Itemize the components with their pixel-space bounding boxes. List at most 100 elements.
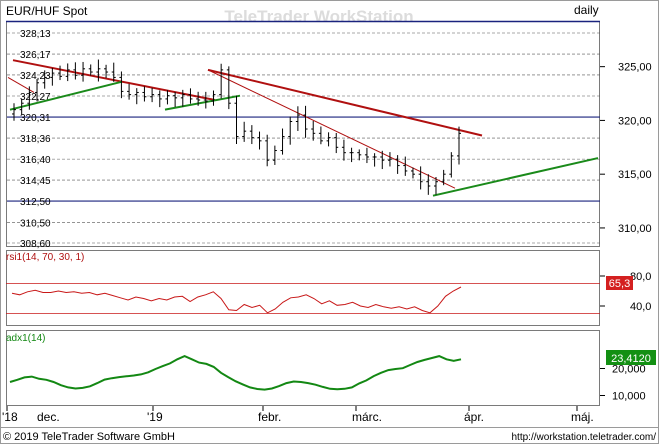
price-bar <box>219 63 224 99</box>
price-bar <box>280 128 285 155</box>
price-bar <box>150 87 155 103</box>
price-bar <box>88 64 93 76</box>
price-panel: 328,13 326,17 324,23 322,27 320,31 318,36 316,… <box>6 20 652 250</box>
adx-value-badge <box>606 350 656 365</box>
adx-panel-border <box>6 330 600 406</box>
price-bar <box>349 147 354 163</box>
price-bar <box>119 71 124 99</box>
trendline-green <box>432 157 599 197</box>
x-tick-label: ápr. <box>464 410 484 424</box>
price-bar <box>42 70 47 89</box>
price-bar <box>35 79 40 102</box>
price-bar <box>449 152 454 178</box>
price-bar <box>19 99 24 115</box>
trendline-red <box>207 68 483 137</box>
price-y-ticks-left: 328,13 326,17 324,23 322,27 320,31 318,36 316,… <box>20 29 51 250</box>
price-bar <box>111 62 116 82</box>
price-bar <box>180 89 185 107</box>
price-bar <box>303 105 308 138</box>
watermark-logo: TeleTrader WorkStation <box>224 7 413 26</box>
price-bar <box>387 152 392 167</box>
price-bar <box>380 150 385 170</box>
price-bar <box>318 126 323 145</box>
rsi-y-tick: 40,0 <box>630 301 651 313</box>
x-axis: '18 dec. '19 febr. márc. ápr. máj. <box>2 406 594 424</box>
price-bar <box>196 91 201 106</box>
price-bar <box>27 86 32 110</box>
price-bar <box>357 149 362 161</box>
trendline-green <box>164 94 241 111</box>
price-bar <box>58 65 63 81</box>
adx-value-text: 23,4120 <box>611 353 651 365</box>
adx-y-tick: 10,000 <box>612 391 646 403</box>
x-tick-label: febr. <box>258 410 281 424</box>
rsi-value-text: 65,3 <box>609 278 630 290</box>
trendline-green <box>9 80 123 111</box>
price-bar <box>134 88 139 105</box>
price-bar <box>403 156 408 176</box>
copyright-text: © 2019 TeleTrader Software GmbH <box>3 431 175 443</box>
price-bar <box>104 64 109 79</box>
rsi-y-ticks: 80,0 40,0 <box>600 271 651 313</box>
price-bar <box>12 103 16 121</box>
price-y-tick-left: 328,13 <box>20 29 51 40</box>
price-y-tick-right: 325,00 <box>618 62 652 74</box>
price-bar <box>81 61 86 82</box>
price-bar <box>311 120 316 141</box>
price-bar <box>364 147 369 164</box>
price-bar <box>142 86 147 102</box>
x-tick-label: máj. <box>571 410 594 424</box>
price-bar <box>433 177 438 195</box>
price-y-tick-left: 324,23 <box>20 71 51 82</box>
price-bar <box>226 66 231 110</box>
price-bar <box>96 59 101 82</box>
price-bar <box>165 90 170 105</box>
price-bar <box>257 131 262 150</box>
trendlines <box>7 59 599 197</box>
price-y-tick-right: 320,00 <box>618 115 652 127</box>
price-y-tick-right: 315,00 <box>618 169 652 181</box>
price-bar <box>234 95 239 144</box>
price-bar <box>295 106 300 131</box>
price-bar <box>127 83 132 100</box>
price-y-tick-left: 308,60 <box>20 239 51 250</box>
price-bar <box>157 90 162 108</box>
period-label: daily <box>574 3 599 17</box>
adx-y-tick: 20,000 <box>612 364 646 376</box>
price-bar <box>73 62 78 80</box>
price-y-tick-left: 314,45 <box>20 176 51 187</box>
price-bar <box>326 132 331 147</box>
price-bar <box>173 91 178 108</box>
price-gridlines <box>7 32 600 244</box>
price-bar <box>249 125 254 145</box>
price-bar <box>272 145 277 165</box>
price-bar <box>211 90 216 106</box>
price-y-ticks-right: 325,00 320,00 315,00 310,00 <box>600 62 652 235</box>
price-bar <box>203 91 208 109</box>
rsi-indicator-label: rsi1(14, 70, 30, 1) <box>6 252 84 263</box>
price-bar <box>410 167 415 179</box>
price-y-tick-left: 312,50 <box>20 197 51 208</box>
rsi-panel-border <box>6 250 600 326</box>
price-bar <box>65 63 70 82</box>
price-bar <box>242 121 247 142</box>
price-bar <box>288 116 293 145</box>
price-bar <box>418 166 423 190</box>
price-bar <box>395 155 400 174</box>
price-bar <box>334 133 339 154</box>
price-y-tick-left: 318,36 <box>20 134 51 145</box>
price-y-tick-left: 316,40 <box>20 155 51 166</box>
source-url[interactable]: http://workstation.teletrader.com/ <box>511 432 656 443</box>
x-tick-label: '19 <box>147 410 163 424</box>
x-tick-label: dec. <box>37 410 60 424</box>
rsi-series-line <box>11 286 462 314</box>
price-bars <box>12 59 461 195</box>
price-bar <box>372 153 377 167</box>
price-bar <box>188 88 193 104</box>
rsi-value-badge <box>606 276 633 290</box>
price-bar <box>457 126 461 165</box>
price-y-tick-left: 326,17 <box>20 50 51 61</box>
x-tick-label: márc. <box>352 410 382 424</box>
